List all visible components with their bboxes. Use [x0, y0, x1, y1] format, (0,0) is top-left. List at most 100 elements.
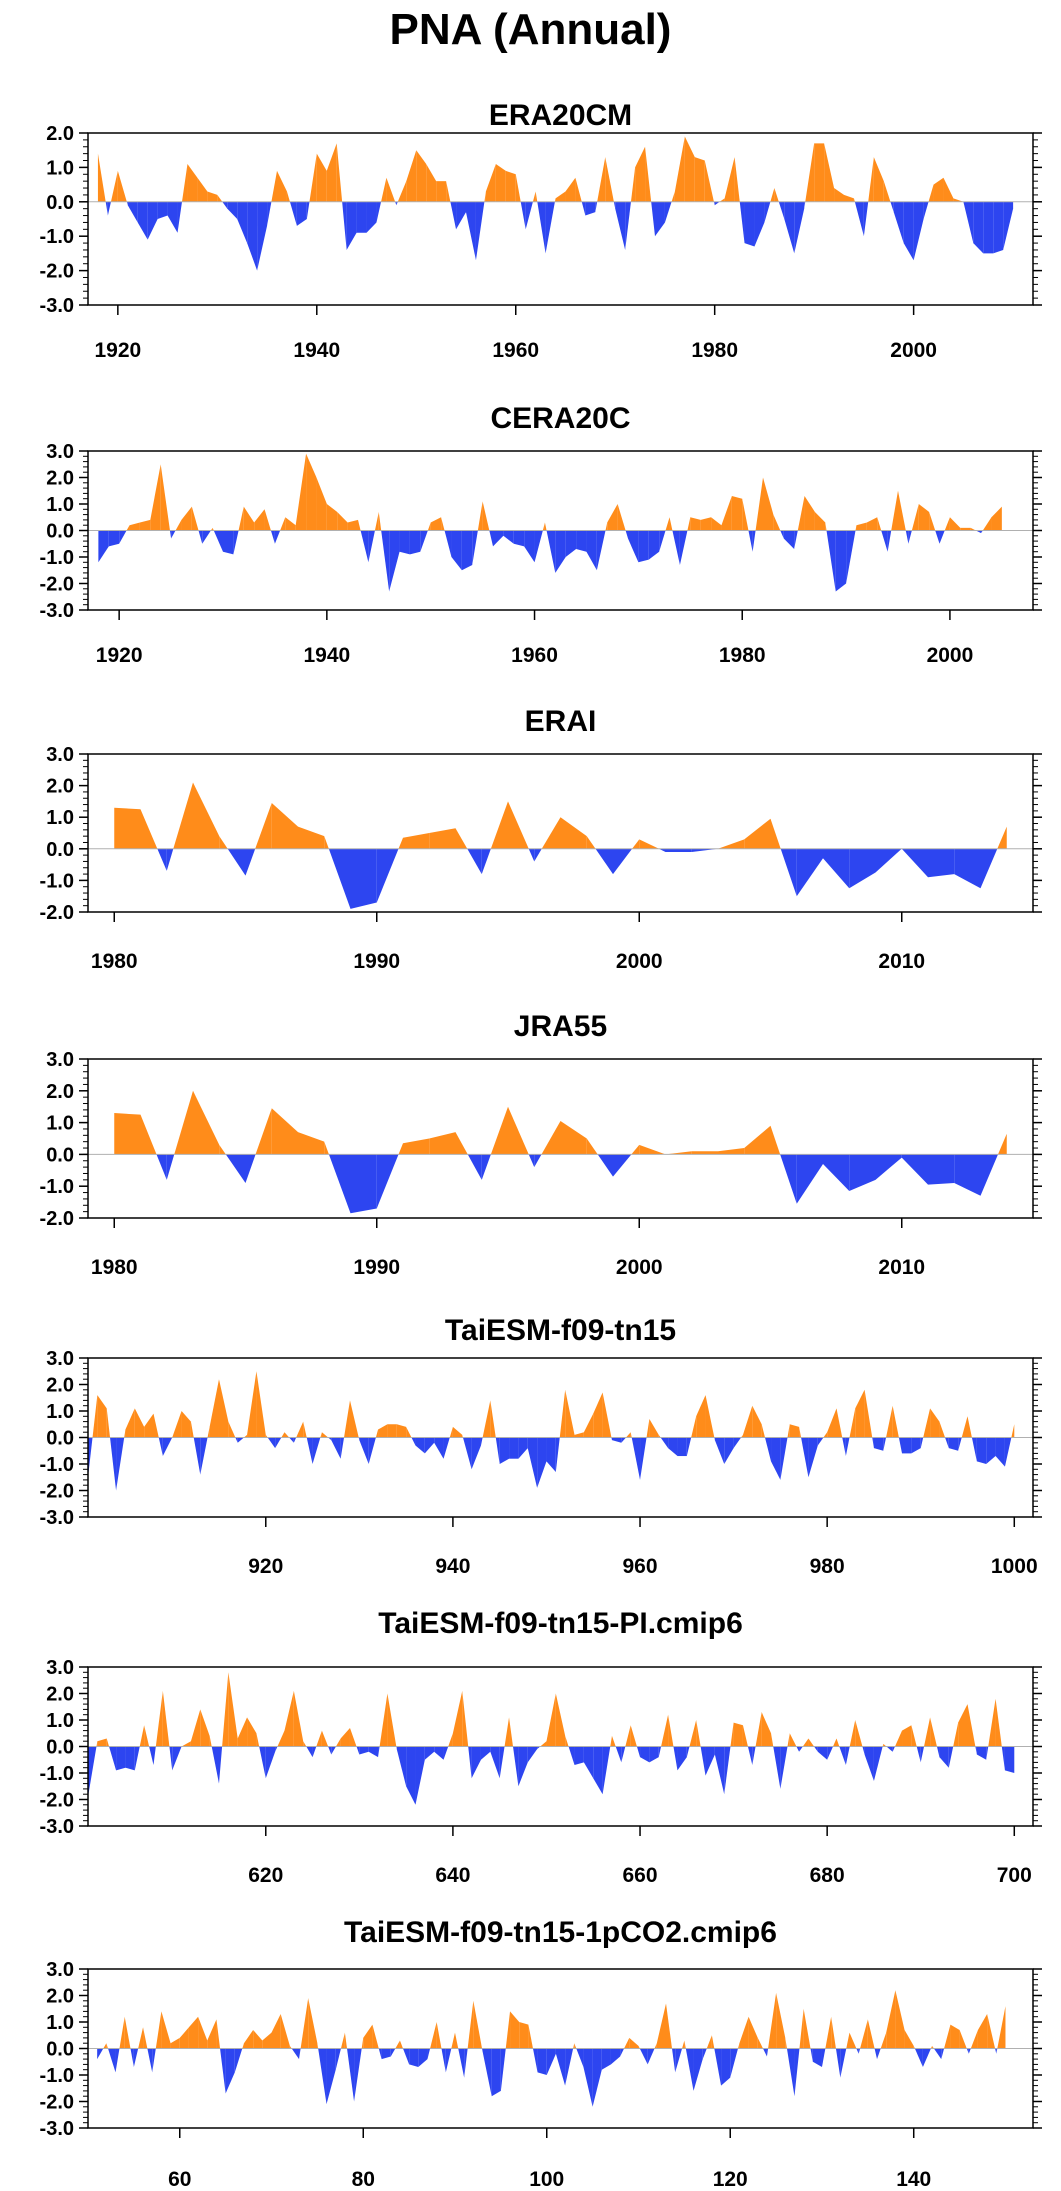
- positive-area: [742, 1405, 753, 1438]
- positive-area: [883, 181, 891, 202]
- positive-area: [739, 2016, 749, 2049]
- negative-area: [835, 2048, 841, 2078]
- positive-area: [477, 501, 483, 531]
- negative-area: [887, 530, 892, 552]
- positive-area: [321, 1432, 329, 1438]
- positive-area: [209, 1379, 219, 1438]
- negative-area: [137, 201, 148, 240]
- y-tick-label: 3.0: [46, 1959, 74, 1981]
- positive-area: [510, 2011, 520, 2049]
- negative-area: [312, 1437, 321, 1464]
- positive-area: [182, 163, 188, 202]
- negative-area: [763, 2048, 767, 2057]
- negative-area: [733, 1437, 742, 1449]
- positive-area: [505, 2011, 511, 2049]
- negative-area: [233, 530, 239, 555]
- negative-area: [842, 1437, 846, 1457]
- negative-area: [368, 1437, 376, 1464]
- positive-area: [344, 2032, 348, 2049]
- positive-area: [403, 833, 430, 849]
- negative-area: [980, 848, 998, 889]
- positive-area: [674, 136, 685, 202]
- positive-area: [882, 1743, 884, 1747]
- positive-area: [808, 1738, 815, 1747]
- positive-area: [335, 1738, 341, 1747]
- x-tick-label: 60: [168, 2168, 191, 2191]
- negative-area: [659, 530, 666, 552]
- y-tick-label: -2.0: [40, 574, 74, 596]
- positive-area: [247, 1717, 257, 1747]
- negative-area: [306, 1437, 313, 1464]
- negative-area: [495, 1437, 500, 1464]
- negative-area: [963, 201, 974, 244]
- positive-area: [944, 2024, 951, 2049]
- negative-area: [275, 1746, 278, 1752]
- positive-area: [755, 477, 763, 531]
- negative-area: [823, 848, 850, 889]
- chart-panel: TaiESM-f09-tn15-PI.cmip6 3.0 2.0 1.0 0.0 -1.0…: [40, 1607, 1042, 1887]
- negative-area: [796, 1154, 823, 1204]
- negative-area: [890, 201, 894, 213]
- positive-area: [228, 1672, 238, 1747]
- negative-area: [948, 1746, 954, 1768]
- positive-area: [150, 464, 161, 531]
- negative-area: [218, 1746, 223, 1784]
- positive-area: [396, 1424, 407, 1438]
- positive-area: [542, 522, 545, 531]
- negative-area: [752, 530, 756, 552]
- negative-area: [801, 1437, 809, 1478]
- negative-area: [381, 2048, 391, 2060]
- negative-area: [583, 1746, 594, 1779]
- positive-area: [639, 1144, 666, 1155]
- negative-area: [747, 1746, 753, 1766]
- positive-area: [761, 1424, 765, 1438]
- y-tick-label: -1.0: [40, 226, 74, 248]
- positive-area: [155, 1690, 163, 1747]
- negative-area: [427, 2048, 431, 2060]
- negative-area: [920, 1437, 924, 1449]
- positive-area: [696, 1395, 706, 1438]
- negative-area: [691, 848, 718, 852]
- x-tick-label: 2000: [890, 339, 937, 362]
- negative-area: [783, 530, 795, 550]
- negative-area: [714, 201, 720, 206]
- negative-area: [875, 848, 902, 873]
- negative-area: [679, 530, 688, 565]
- negative-area: [636, 1746, 641, 1758]
- positive-area: [574, 2043, 577, 2049]
- negative-area: [621, 1437, 626, 1443]
- positive-area: [668, 1714, 674, 1747]
- negative-area: [126, 201, 128, 206]
- positive-area: [462, 1434, 463, 1438]
- negative-area: [881, 530, 888, 552]
- y-tick-label: -2.0: [40, 2092, 74, 2114]
- positive-area: [560, 817, 587, 849]
- negative-area: [503, 530, 514, 544]
- y-tick-label: -2.0: [40, 1481, 74, 1503]
- negative-area: [172, 1746, 182, 1771]
- y-tick-label: -2.0: [40, 1208, 74, 1230]
- negative-area: [270, 530, 275, 544]
- negative-area: [975, 1746, 977, 1755]
- positive-area: [575, 177, 582, 202]
- positive-area: [823, 1432, 828, 1438]
- positive-area: [949, 517, 961, 531]
- positive-area: [844, 194, 854, 202]
- x-tick-label: 1940: [293, 339, 340, 362]
- positive-area: [207, 1426, 210, 1438]
- positive-area: [139, 519, 151, 531]
- negative-area: [939, 1746, 949, 1768]
- positive-area: [690, 517, 701, 531]
- negative-area: [169, 1746, 173, 1771]
- negative-area: [941, 2048, 945, 2060]
- negative-area: [658, 1746, 662, 1758]
- positive-area: [997, 826, 1007, 849]
- positive-area: [611, 1735, 616, 1747]
- y-tick-label: 1.0: [46, 1113, 74, 1135]
- negative-area: [631, 1437, 641, 1480]
- negative-area: [1001, 1746, 1005, 1771]
- positive-area: [97, 1738, 107, 1747]
- positive-area: [387, 1693, 397, 1747]
- y-tick-label: 1.0: [46, 807, 74, 829]
- negative-area: [491, 2048, 501, 2097]
